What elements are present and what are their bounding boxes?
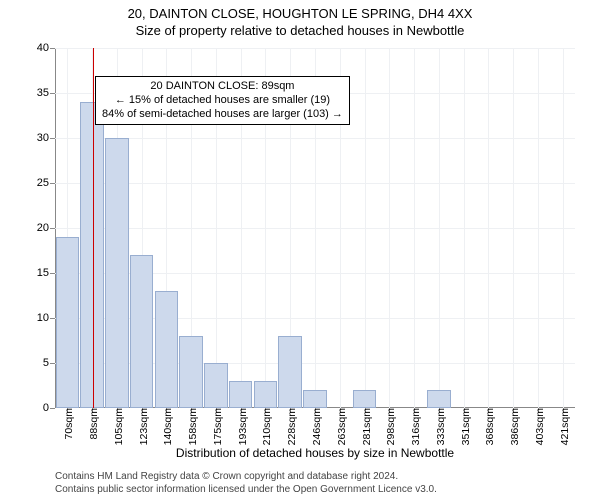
- x-tick-label: 263sqm: [332, 408, 348, 445]
- x-tick-label: 193sqm: [233, 408, 249, 445]
- bar: [204, 363, 228, 408]
- gridline-v: [563, 48, 564, 408]
- x-tick-label: 175sqm: [208, 408, 224, 445]
- y-tick-label: 5: [43, 357, 55, 369]
- bar: [353, 390, 377, 408]
- attribution-footer: Contains HM Land Registry data © Crown c…: [55, 470, 437, 496]
- bar: [80, 102, 104, 408]
- x-axis-label: Distribution of detached houses by size …: [176, 446, 454, 460]
- gridline-v: [389, 48, 390, 408]
- x-tick-label: 351sqm: [456, 408, 472, 445]
- x-tick-label: 246sqm: [307, 408, 323, 445]
- plot-region: 051015202530354070sqm88sqm105sqm123sqm14…: [55, 48, 575, 408]
- x-tick-label: 316sqm: [406, 408, 422, 445]
- x-tick-label: 105sqm: [109, 408, 125, 445]
- bar: [303, 390, 327, 408]
- y-tick-label: 0: [43, 402, 55, 414]
- bar: [56, 237, 80, 408]
- bar: [229, 381, 253, 408]
- x-tick-label: 368sqm: [480, 408, 496, 445]
- x-tick-label: 403sqm: [530, 408, 546, 445]
- x-tick-label: 88sqm: [84, 408, 100, 440]
- x-tick-label: 333sqm: [431, 408, 447, 445]
- y-tick-label: 25: [37, 177, 55, 189]
- gridline-v: [538, 48, 539, 408]
- gridline-v: [488, 48, 489, 408]
- annotation-line: ← 15% of detached houses are smaller (19…: [102, 94, 343, 108]
- gridline-v: [464, 48, 465, 408]
- y-tick-label: 20: [37, 222, 55, 234]
- x-tick-label: 298sqm: [381, 408, 397, 445]
- x-tick-label: 386sqm: [505, 408, 521, 445]
- x-tick-label: 228sqm: [282, 408, 298, 445]
- annotation-box: 20 DAINTON CLOSE: 89sqm← 15% of detached…: [95, 76, 350, 125]
- x-tick-label: 281sqm: [357, 408, 373, 445]
- y-tick-label: 35: [37, 87, 55, 99]
- chart-title: 20, DAINTON CLOSE, HOUGHTON LE SPRING, D…: [0, 6, 600, 21]
- annotation-line: 20 DAINTON CLOSE: 89sqm: [102, 80, 343, 94]
- gridline-v: [513, 48, 514, 408]
- bar: [130, 255, 154, 408]
- footer-line-2: Contains public sector information licen…: [55, 483, 437, 496]
- x-tick-label: 140sqm: [158, 408, 174, 445]
- bar: [254, 381, 278, 408]
- y-tick-label: 15: [37, 267, 55, 279]
- bar: [278, 336, 302, 408]
- y-tick-label: 30: [37, 132, 55, 144]
- x-tick-label: 70sqm: [59, 408, 75, 440]
- bar: [105, 138, 129, 408]
- chart-area: Number of detached properties Distributi…: [55, 48, 575, 408]
- gridline-v: [414, 48, 415, 408]
- x-tick-label: 123sqm: [134, 408, 150, 445]
- bar: [179, 336, 203, 408]
- gridline-v: [439, 48, 440, 408]
- gridline-v: [365, 48, 366, 408]
- x-tick-label: 421sqm: [555, 408, 571, 445]
- footer-line-1: Contains HM Land Registry data © Crown c…: [55, 470, 437, 483]
- annotation-line: 84% of semi-detached houses are larger (…: [102, 108, 343, 122]
- bar: [427, 390, 451, 408]
- y-tick-label: 10: [37, 312, 55, 324]
- y-tick-label: 40: [37, 42, 55, 54]
- x-tick-label: 158sqm: [183, 408, 199, 445]
- x-tick-label: 210sqm: [257, 408, 273, 445]
- chart-subtitle: Size of property relative to detached ho…: [0, 23, 600, 38]
- bar: [155, 291, 179, 408]
